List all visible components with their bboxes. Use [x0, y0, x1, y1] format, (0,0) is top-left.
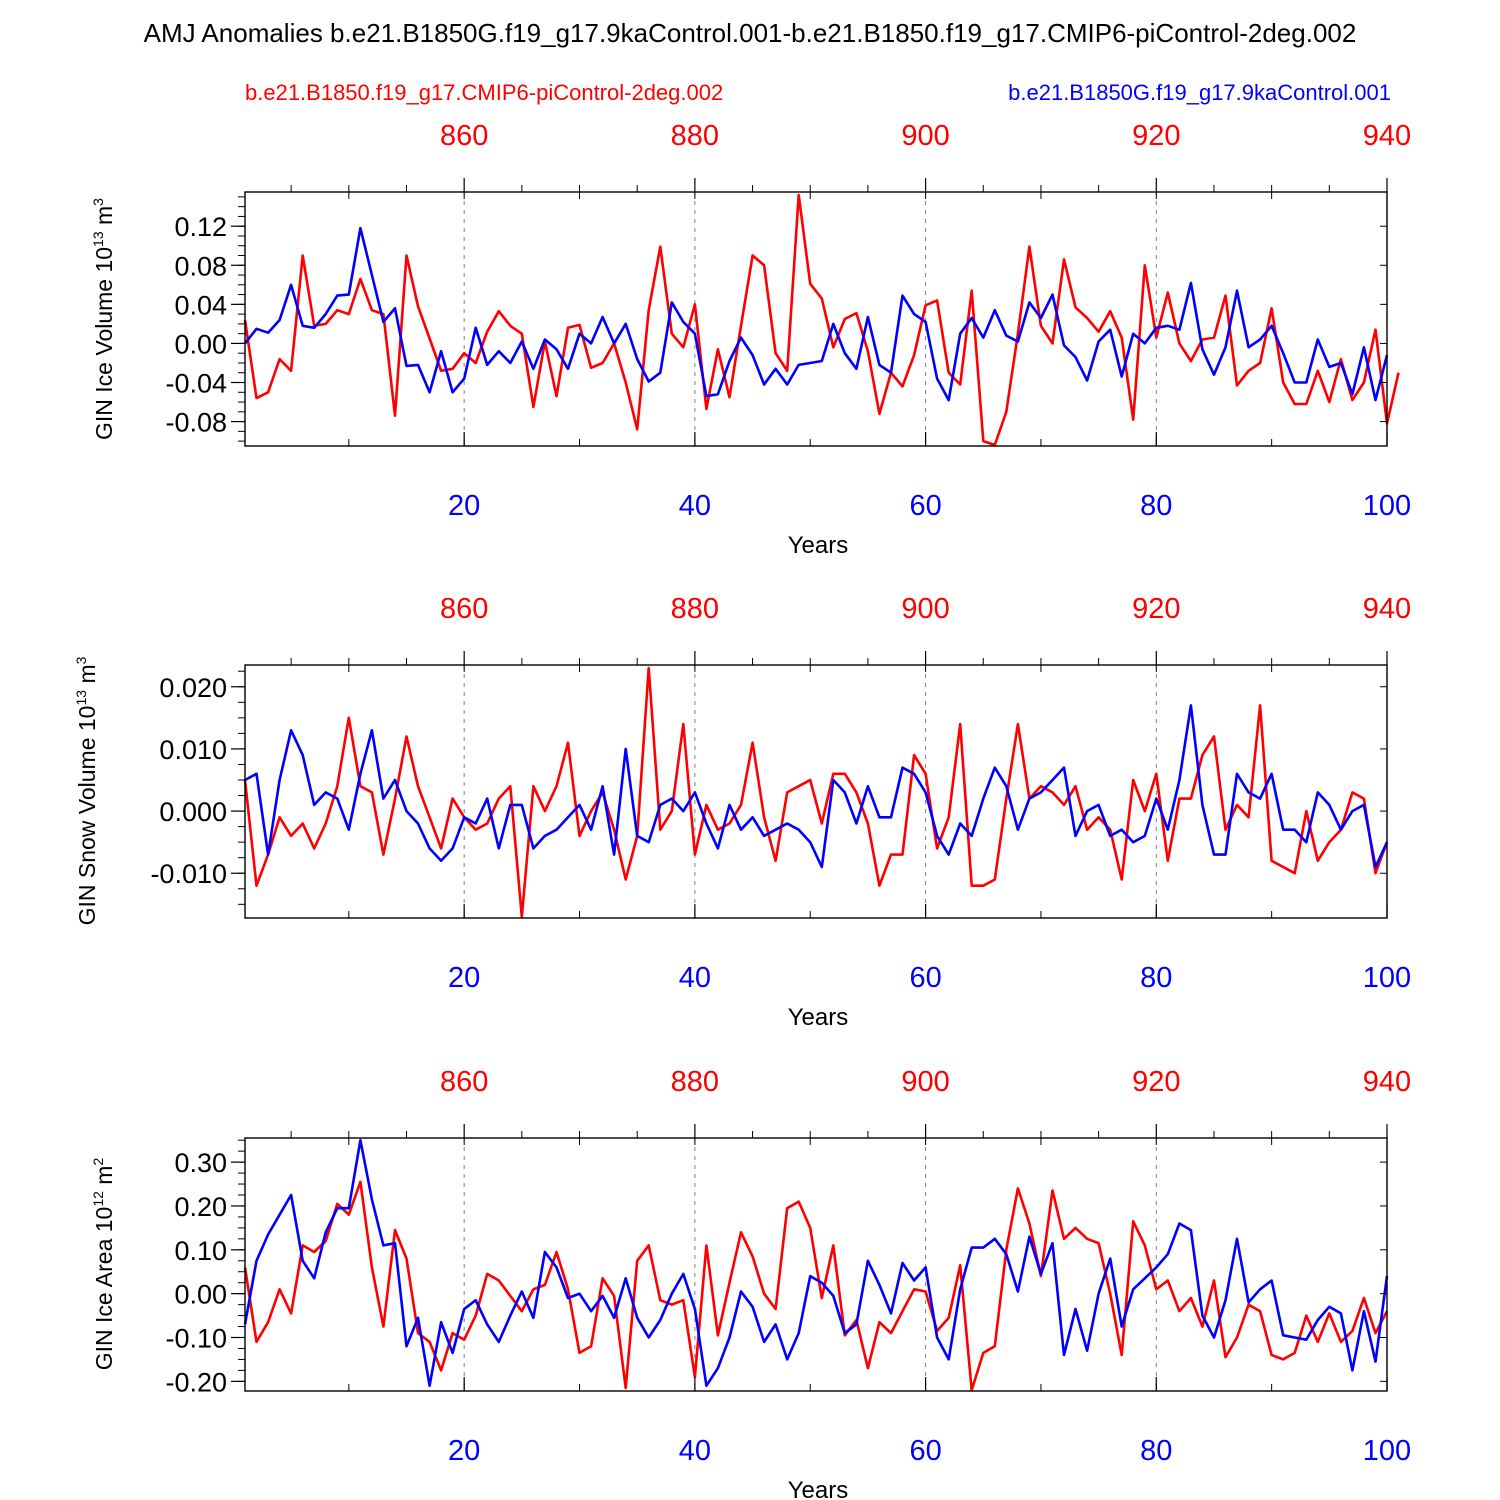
panel3-y-tick-label: 0.30 — [174, 1148, 227, 1178]
panel1-y-tick-label: 0.04 — [174, 290, 227, 320]
panel3-y-tick-label: -0.20 — [165, 1367, 227, 1397]
panel2-y-axis-title: GIN Snow Volume 1013 m3 — [73, 656, 100, 925]
panel2-top-tick-label: 880 — [671, 593, 719, 625]
panel1-y-tick-label: -0.08 — [165, 408, 227, 438]
panel3-bottom-tick-label: 60 — [909, 1435, 941, 1467]
panel1-bottom-tick-label: 40 — [679, 490, 711, 522]
panel1-y-tick-label: 0.08 — [174, 251, 227, 281]
panel1-y-axis-title-superscript: 13 — [90, 231, 106, 247]
panel1-bottom-tick-label: 100 — [1363, 490, 1411, 522]
panel1-y-tick-label: -0.04 — [165, 369, 227, 399]
panel1-bottom-tick-label: 60 — [909, 490, 941, 522]
panel2-y-tick-label: -0.010 — [150, 859, 227, 889]
panel3-top-tick-label: 900 — [901, 1066, 949, 1098]
panel2-top-tick-label: 940 — [1363, 593, 1411, 625]
panel3-top-tick-label: 860 — [440, 1066, 488, 1098]
panel2-bottom-tick-label: 60 — [909, 962, 941, 994]
panel3-y-tick-label: 0.00 — [174, 1280, 227, 1310]
panel2-series-line-9ka — [244, 704, 1389, 869]
panel2-bottom-tick-label: 100 — [1363, 962, 1411, 994]
panel2-top-tick-label: 920 — [1132, 593, 1180, 625]
panel1-top-tick-label: 940 — [1363, 120, 1411, 152]
panel1-top-tick-label: 900 — [901, 120, 949, 152]
panel1-y-axis-title-text: GIN Ice Volume 10 — [91, 247, 117, 440]
panel2-bottom-tick-label: 20 — [448, 962, 480, 994]
panel3-top-tick-label: 880 — [671, 1066, 719, 1098]
panel3-plot-frame — [244, 1137, 1388, 1392]
panel1-series-line-9ka — [243, 226, 1389, 402]
panel3-series-line-9ka — [243, 1138, 1389, 1387]
panel2-bottom-tick-label: 80 — [1140, 962, 1172, 994]
legend-label-9ka: b.e21.B1850G.f19_g17.9kaControl.001 — [1008, 80, 1391, 105]
panel3-series-line-control — [243, 1180, 1389, 1392]
panel2-x-axis-title: Years — [788, 1004, 849, 1031]
panel3-y-tick-label: 0.20 — [174, 1192, 227, 1222]
panel2-y-tick-label: 0.000 — [159, 797, 227, 827]
panel3-y-axis-title-superscript: 12 — [90, 1191, 106, 1207]
panel3-y-axis-title-superscript: 2 — [90, 1158, 106, 1166]
panel1-plot-frame — [244, 191, 1388, 447]
panel2-y-axis-title-superscript: 3 — [73, 656, 89, 664]
panel1-x-axis-title: Years — [788, 532, 849, 559]
panel1-y-tick-label: 0.12 — [174, 212, 227, 242]
panel2-y-tick-label: 0.010 — [159, 735, 227, 765]
panel3-y-axis-title: GIN Ice Area 1012 m2 — [90, 1158, 117, 1371]
panel2-plot-frame — [244, 664, 1388, 919]
panel3-top-tick-label: 920 — [1132, 1066, 1180, 1098]
panel3-bottom-tick-label: 80 — [1140, 1435, 1172, 1467]
panel1-top-tick-label: 860 — [440, 120, 488, 152]
panel2-y-tick-label: 0.020 — [159, 673, 227, 703]
panel3-bottom-tick-label: 20 — [448, 1435, 480, 1467]
legend-label-control: b.e21.B1850.f19_g17.CMIP6-piControl-2deg… — [245, 80, 724, 105]
panel1-y-axis-title-text: m — [91, 206, 117, 232]
panel3-bottom-tick-label: 40 — [679, 1435, 711, 1467]
panel1-y-axis-title-superscript: 3 — [90, 198, 106, 206]
panel1-y-tick-label: 0.00 — [174, 329, 227, 359]
panel2-y-axis-title-text: m — [74, 664, 100, 690]
panel2-top-tick-label: 860 — [440, 593, 488, 625]
panel3-x-axis-title: Years — [788, 1477, 849, 1500]
panel2-y-axis-title-superscript: 13 — [73, 690, 89, 706]
panel3-top-tick-label: 940 — [1363, 1066, 1411, 1098]
panel3-y-axis-title-text: m — [91, 1166, 117, 1192]
panel1-series-line-control — [243, 193, 1400, 447]
panel1-top-tick-label: 920 — [1132, 120, 1180, 152]
panel2-top-tick-label: 900 — [901, 593, 949, 625]
panel3-y-tick-label: -0.10 — [165, 1324, 227, 1354]
panel2-bottom-tick-label: 40 — [679, 962, 711, 994]
panel3-y-axis-title-text: GIN Ice Area 10 — [91, 1207, 117, 1371]
panel1-bottom-tick-label: 20 — [448, 490, 480, 522]
panel1-bottom-tick-label: 80 — [1140, 490, 1172, 522]
panel2-y-axis-title-text: GIN Snow Volume 10 — [74, 706, 100, 926]
panel1-top-tick-label: 880 — [671, 120, 719, 152]
panel3-bottom-tick-label: 100 — [1363, 1435, 1411, 1467]
panel1-y-axis-title: GIN Ice Volume 1013 m3 — [90, 198, 117, 440]
panel2-series-line-control — [243, 666, 1389, 919]
panel3-y-tick-label: 0.10 — [174, 1236, 227, 1266]
figure-title: AMJ Anomalies b.e21.B1850G.f19_g17.9kaCo… — [143, 18, 1357, 48]
